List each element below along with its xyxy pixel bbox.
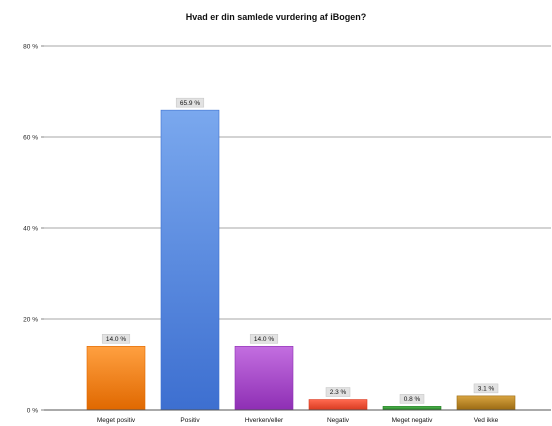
- y-tick-label: 20 %: [23, 316, 38, 323]
- bar: [160, 109, 220, 411]
- data-label: 65.9 %: [180, 100, 200, 107]
- data-label: 14.0 %: [254, 336, 274, 343]
- data-label-box: [325, 387, 351, 397]
- category-label: Hverken/eller: [245, 417, 284, 424]
- y-tick-label: 80 %: [23, 43, 38, 50]
- bar: [308, 399, 368, 411]
- bars: [86, 109, 516, 411]
- data-labels: 14.0 % 65.9 % 14.0 % 2.3 % 0.8 % 3.1 %: [101, 97, 499, 404]
- bar: [382, 406, 442, 411]
- chart-title: Hvad er din samlede vurdering af iBogen?: [186, 12, 367, 22]
- bar: [456, 395, 516, 411]
- bar: [86, 345, 146, 411]
- category-label: Negativ: [327, 417, 350, 424]
- y-axis-ticks: 0 % 20 % 40 % 60 % 80 %: [23, 43, 44, 414]
- category-label: Meget negativ: [392, 417, 434, 424]
- category-label: Ved ikke: [474, 417, 499, 424]
- category-label: Positiv: [180, 417, 200, 424]
- x-axis-labels: Meget positiv Positiv Hverken/eller Negativ…: [97, 417, 499, 424]
- data-label-box: [101, 334, 131, 344]
- data-label-box: [399, 394, 425, 404]
- y-tick-label: 40 %: [23, 225, 38, 232]
- y-tick-label: 0 %: [27, 407, 38, 414]
- y-tick-label: 60 %: [23, 134, 38, 141]
- bar: [234, 345, 294, 411]
- data-label-box: [249, 334, 279, 344]
- data-label-box: [473, 383, 499, 394]
- category-label: Meget positiv: [97, 417, 136, 424]
- data-label: 0.8 %: [404, 396, 421, 403]
- data-label: 14.0 %: [106, 336, 126, 343]
- data-label: 3.1 %: [478, 385, 495, 392]
- data-label: 2.3 %: [330, 389, 347, 396]
- data-label-box: [175, 97, 205, 108]
